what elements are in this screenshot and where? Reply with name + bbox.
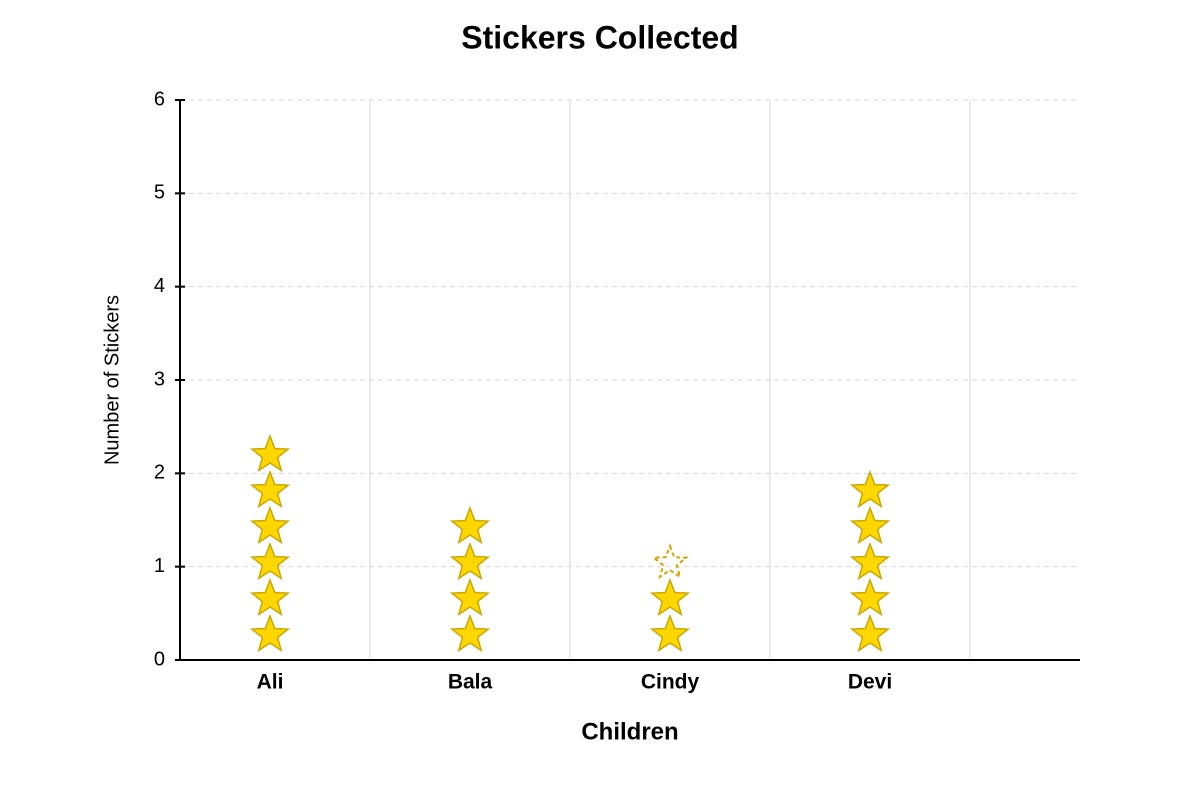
- sticker-icon: [649, 577, 691, 617]
- sticker-icon: [249, 613, 291, 653]
- sticker-icon: [849, 505, 891, 545]
- sticker-icon: [849, 577, 891, 617]
- sticker-icon: [849, 613, 891, 653]
- x-tick-label: Ali: [257, 671, 284, 694]
- x-tick-label: Cindy: [641, 671, 700, 694]
- sticker-icon: [849, 541, 891, 581]
- x-tick-label: Devi: [848, 671, 892, 694]
- sticker-icon: [449, 577, 491, 617]
- sticker-icon: [649, 613, 691, 653]
- sticker-icon: [449, 505, 491, 545]
- sticker-icon: [249, 469, 291, 509]
- y-tick-label: 6: [154, 88, 165, 110]
- y-tick-label: 5: [154, 182, 165, 204]
- y-tick-label: 1: [154, 555, 165, 577]
- sticker-icon: [449, 541, 491, 581]
- partial-sticker-icon: [651, 543, 689, 580]
- sticker-icon: [249, 505, 291, 545]
- y-tick-label: 3: [154, 368, 165, 390]
- sticker-icon: [249, 433, 291, 473]
- sticker-icon: [849, 469, 891, 509]
- sticker-icon: [449, 613, 491, 653]
- y-tick-label: 4: [154, 275, 165, 297]
- sticker-icon: [249, 541, 291, 581]
- chart-title: Stickers Collected: [461, 19, 738, 55]
- y-tick-label: 0: [154, 648, 165, 670]
- y-axis-label: Number of Stickers: [101, 295, 123, 465]
- x-axis-label: Children: [581, 718, 678, 745]
- x-tick-label: Bala: [448, 671, 493, 694]
- y-tick-label: 2: [154, 462, 165, 484]
- sticker-icon: [249, 577, 291, 617]
